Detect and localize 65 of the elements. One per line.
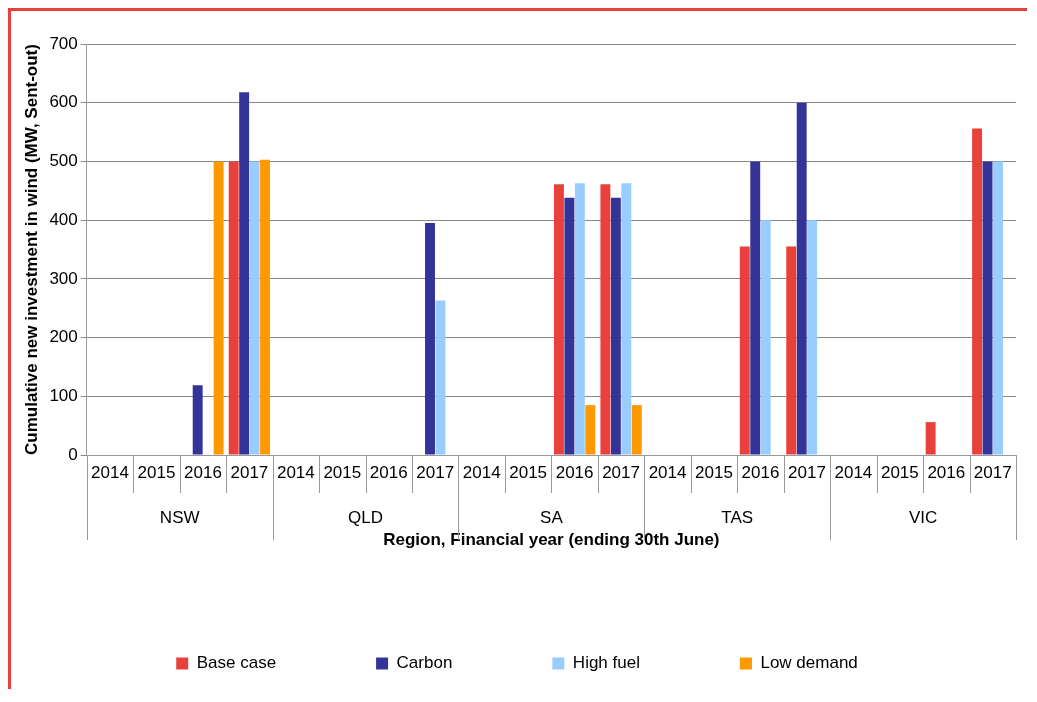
y-axis-title: Cumulative new investment in wind (MW, Sent-out) [21, 44, 41, 455]
x-tick-label: 2014 [462, 462, 501, 482]
text: QLD [348, 507, 384, 527]
bar [631, 405, 642, 455]
legend-label: High fuel [572, 653, 640, 673]
bar [982, 161, 993, 455]
x-tick-label: 2017 [973, 462, 1012, 482]
bar [750, 161, 761, 455]
x-tick-label: 2015 [323, 462, 362, 482]
y-tick-label: 0 [68, 444, 78, 464]
y-tick-label: 100 [49, 385, 78, 405]
x-tick-label: 2017 [788, 462, 826, 482]
bar [574, 183, 585, 455]
bar [610, 197, 621, 455]
y-tick-label: 500 [49, 151, 78, 171]
x-tick-label: 2016 [184, 462, 222, 482]
bar [564, 197, 575, 455]
legend-label: Base case [196, 653, 277, 673]
x-tick-label: 2014 [648, 462, 687, 482]
bar [213, 161, 224, 455]
bar [972, 128, 983, 455]
bar [228, 161, 239, 455]
bar [796, 102, 807, 455]
x-tick-label: 2015 [695, 462, 733, 482]
bar [600, 184, 611, 455]
bar [786, 246, 797, 455]
text: SA [540, 507, 564, 527]
x-tick-label: 2015 [137, 462, 176, 482]
bar [760, 220, 771, 455]
y-tick-label: 700 [49, 33, 78, 53]
y-tick-label: 600 [49, 92, 78, 112]
text: TAS [721, 507, 754, 527]
text: NSW [159, 507, 200, 527]
x-tick-label: 2016 [555, 462, 594, 482]
x-tick-label: 2017 [602, 462, 640, 482]
x-tick-label: 2015 [509, 462, 548, 482]
bar [249, 161, 260, 455]
x-tick-label: 2015 [880, 462, 919, 482]
bar [585, 405, 596, 455]
x-tick-label: 2017 [230, 462, 269, 482]
y-tick-label: 400 [49, 209, 78, 229]
text: VIC [908, 507, 938, 527]
x-tick-label: 2014 [834, 462, 873, 482]
legend-label: Low demand [760, 653, 858, 673]
bar [993, 161, 1003, 455]
bar [425, 223, 435, 455]
x-tick-label: 2017 [416, 462, 455, 482]
y-tick-label: 300 [49, 268, 78, 288]
bar [435, 300, 446, 455]
bar [739, 246, 750, 455]
x-tick-label: 2014 [276, 462, 315, 482]
bar [925, 422, 936, 455]
bar [807, 220, 818, 455]
bar [553, 184, 564, 455]
bar [239, 92, 250, 455]
bar [192, 385, 203, 455]
x-axis-title: Region, Financial year (ending 30th June) [383, 530, 720, 550]
x-tick-label: 2014 [91, 462, 129, 482]
legend-label: Carbon [396, 653, 453, 673]
x-tick-label: 2016 [369, 462, 408, 482]
bar [621, 183, 632, 455]
x-tick-label: 2016 [927, 462, 966, 482]
x-tick-label: 2016 [741, 462, 780, 482]
y-tick-label: 200 [49, 327, 78, 347]
bar [260, 159, 271, 455]
